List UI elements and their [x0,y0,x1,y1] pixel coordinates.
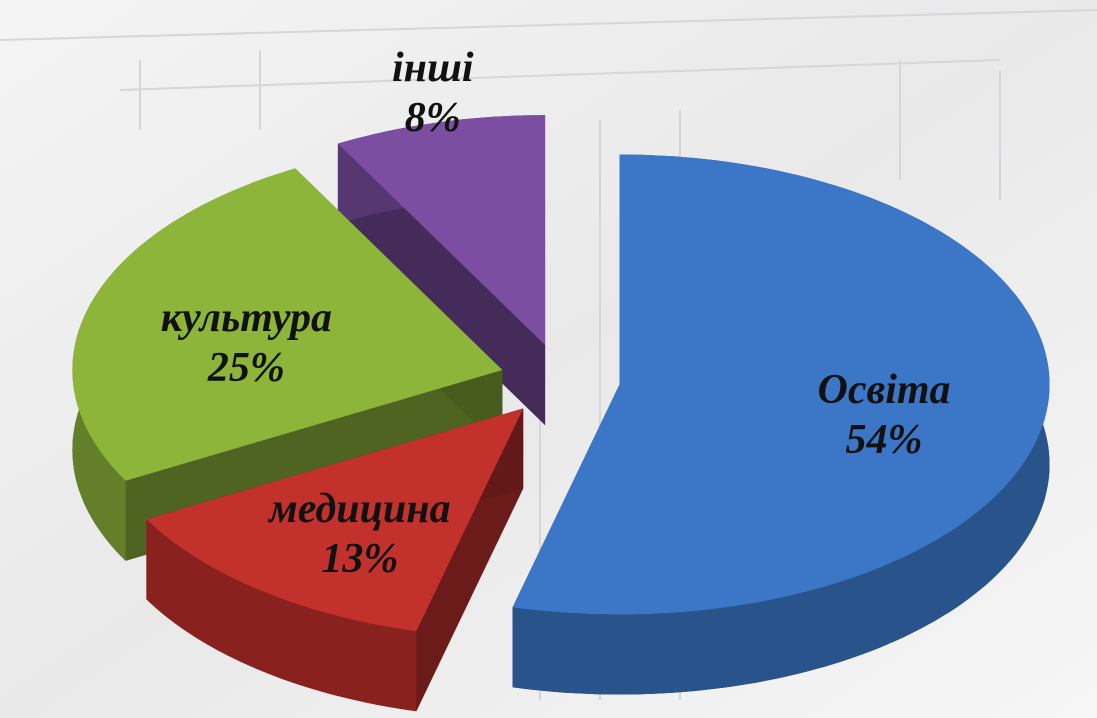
slice [337,115,546,346]
slice [72,168,503,481]
slice [146,408,524,632]
slice-side [146,519,417,712]
slice-label: медицина [267,486,451,532]
slice-label: культура [161,295,332,341]
slice-label: Освіта [817,367,950,413]
slice [512,154,1050,615]
value-label: 25% [207,345,285,391]
slice-side [337,143,546,426]
value-label: 8% [405,95,461,141]
slice-label: інші [392,45,474,91]
value-label: 54% [846,417,923,463]
value-label: 13% [321,536,398,582]
